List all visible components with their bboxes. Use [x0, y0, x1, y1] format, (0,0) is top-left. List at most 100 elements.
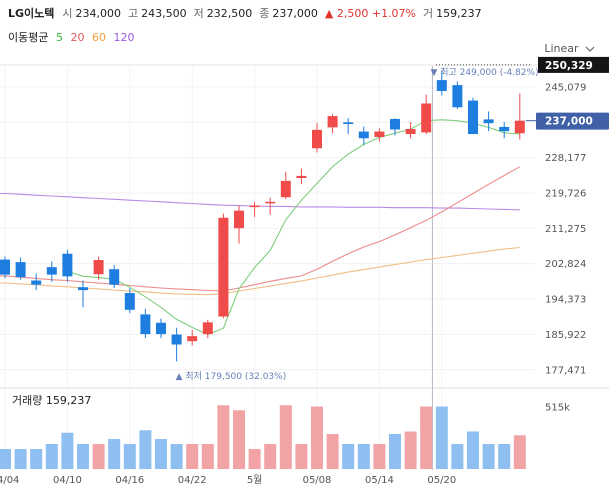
- candle-body: [296, 175, 307, 178]
- date-tick-label: 5월: [247, 474, 263, 486]
- volume-bar: [77, 444, 89, 469]
- volume-bar: [404, 431, 417, 469]
- high-price-marker: ▼ 최고 249,000 (-4.82%): [430, 67, 538, 78]
- price-tick-label: 194,373: [545, 295, 586, 306]
- volume-bar: [92, 444, 105, 469]
- stock-name: LG이노텍: [8, 7, 55, 20]
- volume-bar: [123, 444, 136, 469]
- candle-body: [31, 280, 42, 285]
- candle-body: [0, 259, 10, 275]
- date-tick-label: 04/10: [53, 475, 82, 486]
- ma-20-label[interactable]: 20: [70, 31, 85, 44]
- volume-bar: [482, 444, 495, 469]
- candle-body: [421, 103, 432, 133]
- ma-120-label[interactable]: 120: [113, 31, 135, 44]
- ma60-line: [0, 246, 520, 296]
- candle-body: [124, 293, 135, 310]
- candle-body: [483, 119, 494, 124]
- candle-body: [46, 267, 57, 275]
- candle-body: [171, 334, 182, 345]
- volume-bar: [170, 444, 183, 469]
- candle-body: [156, 322, 166, 335]
- high-label: 고: [128, 7, 139, 20]
- ma-legend-label: 이동평균: [8, 31, 49, 44]
- candle-body: [405, 129, 416, 135]
- price-tick-label: 228,177: [545, 153, 586, 164]
- candle-body: [436, 80, 447, 91]
- candle-body: [218, 217, 229, 317]
- volume-bar: [342, 444, 355, 469]
- candle-body: [343, 122, 354, 125]
- volume-bar: [295, 444, 308, 469]
- volume-bar: [201, 444, 214, 469]
- high-price-tag-label: 250,329: [545, 60, 593, 72]
- candle-body: [390, 118, 400, 130]
- ma-5-label[interactable]: 5: [55, 31, 63, 44]
- volume-bar: [233, 410, 245, 469]
- low-value: 232,500: [206, 6, 253, 20]
- candle-body: [140, 314, 151, 335]
- volume-bar: [248, 449, 261, 469]
- date-tick-label: 05/08: [303, 475, 332, 486]
- volume-bar: [186, 444, 199, 469]
- volume-bar: [435, 406, 448, 469]
- candle-body: [234, 210, 244, 229]
- candle-body: [499, 126, 510, 132]
- ma5-line: [67, 119, 520, 336]
- scale-select[interactable]: Linear: [544, 42, 595, 55]
- volume-bar: [279, 405, 292, 469]
- volume-label: 거: [423, 7, 434, 20]
- candle-body: [265, 201, 276, 204]
- volume-bar: [420, 406, 433, 469]
- candle-body: [249, 205, 260, 208]
- high-price-tag: [538, 56, 609, 73]
- candle-body: [93, 260, 104, 275]
- ma-60-label[interactable]: 60: [91, 31, 106, 44]
- volume-bar: [45, 444, 58, 469]
- volume-value: 159,237: [436, 6, 482, 20]
- moving-average-legend: 이동평균 5 20 60 120: [8, 29, 138, 45]
- volume-bar: [498, 444, 511, 469]
- date-tick-label: 05/14: [365, 475, 394, 486]
- volume-bar: [389, 434, 401, 469]
- scale-select-value: Linear: [544, 42, 579, 55]
- price-tick-label: 202,824: [545, 259, 586, 270]
- volume-bar: [451, 444, 464, 469]
- date-tick-label: 04/04: [0, 475, 19, 486]
- volume-title: 거래량 159,237: [12, 394, 91, 407]
- close-label: 종: [259, 7, 270, 20]
- open-value: 234,000: [75, 6, 122, 20]
- price-tick-label: 177,471: [545, 365, 586, 376]
- volume-bar: [0, 449, 11, 469]
- volume-bar: [155, 439, 167, 469]
- volume-bar: [264, 444, 277, 469]
- price-tick-label: 219,726: [545, 188, 586, 199]
- candle-body: [468, 100, 478, 135]
- candle-body: [374, 131, 385, 137]
- volume-bar: [373, 444, 386, 469]
- volume-bar: [357, 444, 370, 469]
- candle-body: [15, 262, 26, 278]
- volume-bar: [513, 435, 526, 469]
- change-value: ▲ 2,500 +1.07%: [324, 6, 417, 20]
- volume-bar: [14, 449, 27, 469]
- volume-bar: [108, 439, 121, 469]
- date-tick-label: 04/22: [178, 475, 207, 486]
- volume-bar: [311, 406, 323, 469]
- candle-body: [78, 287, 88, 291]
- candle-body: [109, 269, 120, 285]
- candle-body: [327, 116, 338, 128]
- volume-bar: [217, 405, 230, 469]
- candle-body: [312, 129, 322, 149]
- candle-body: [187, 336, 198, 342]
- price-tick-label: 245,079: [545, 82, 586, 93]
- candle-body: [62, 253, 73, 277]
- high-value: 243,500: [141, 6, 187, 20]
- chevron-down-icon: [585, 46, 595, 52]
- candle-body: [280, 180, 291, 198]
- price-tick-label: 185,922: [545, 330, 586, 341]
- date-tick-label: 04/16: [115, 475, 144, 486]
- ma20-line: [0, 166, 521, 292]
- low-label: 저: [193, 7, 204, 20]
